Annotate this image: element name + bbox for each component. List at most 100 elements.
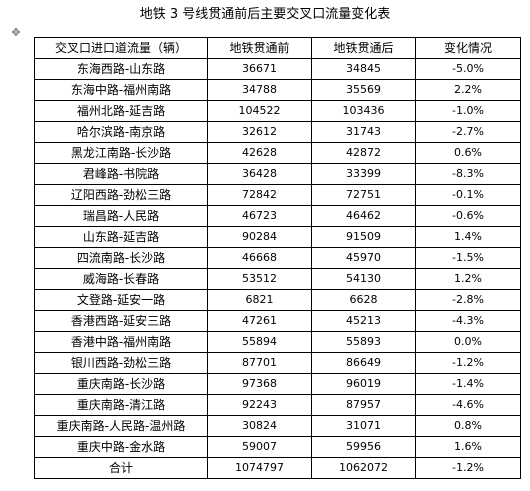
cell-before: 36428 bbox=[207, 163, 312, 185]
cell-after: 35569 bbox=[311, 79, 416, 101]
table-header-row: 交叉口进口道流量（辆） 地铁贯通前 地铁贯通后 变化情况 bbox=[34, 37, 521, 59]
table-row: 东海中路-福州南路 34788 35569 2.2% bbox=[34, 79, 521, 101]
cell-change: 0.8% bbox=[415, 415, 521, 437]
cell-after: 87957 bbox=[311, 394, 416, 416]
cell-intersection: 文登路-延安一路 bbox=[34, 289, 208, 311]
cell-before: 46723 bbox=[207, 205, 312, 227]
cell-before: 97368 bbox=[207, 373, 312, 395]
cell-change: -5.0% bbox=[415, 58, 521, 80]
table-row: 重庆南路-人民路-温州路 30824 31071 0.8% bbox=[34, 415, 521, 437]
cell-change: 0.6% bbox=[415, 142, 521, 164]
cell-change: -0.1% bbox=[415, 184, 521, 206]
table-row: 银川西路-劲松三路 87701 86649 -1.2% bbox=[34, 352, 521, 374]
header-after: 地铁贯通后 bbox=[311, 37, 416, 59]
traffic-flow-table: 交叉口进口道流量（辆） 地铁贯通前 地铁贯通后 变化情况 东海西路-山东路 366… bbox=[34, 37, 521, 479]
table-row: 威海路-长春路 53512 54130 1.2% bbox=[34, 268, 521, 290]
cell-before: 87701 bbox=[207, 352, 312, 374]
table-row: 哈尔滨路-南京路 32612 31743 -2.7% bbox=[34, 121, 521, 143]
cell-after: 54130 bbox=[311, 268, 416, 290]
cell-before: 42628 bbox=[207, 142, 312, 164]
table-total-row: 合计 1074797 1062072 -1.2% bbox=[34, 457, 521, 479]
cell-after: 42872 bbox=[311, 142, 416, 164]
table-row: 重庆中路-金水路 59007 59956 1.6% bbox=[34, 436, 521, 458]
cell-intersection: 君峰路-书院路 bbox=[34, 163, 208, 185]
cell-change: -4.6% bbox=[415, 394, 521, 416]
cell-before: 34788 bbox=[207, 79, 312, 101]
cell-change: -1.0% bbox=[415, 100, 521, 122]
cell-after: 34845 bbox=[311, 58, 416, 80]
cell-intersection: 重庆南路-长沙路 bbox=[34, 373, 208, 395]
cell-change: 1.2% bbox=[415, 268, 521, 290]
table-row: 山东路-延吉路 90284 91509 1.4% bbox=[34, 226, 521, 248]
cell-after: 59956 bbox=[311, 436, 416, 458]
cell-total-before: 1074797 bbox=[207, 457, 312, 479]
table-row: 瑞昌路-人民路 46723 46462 -0.6% bbox=[34, 205, 521, 227]
cell-before: 53512 bbox=[207, 268, 312, 290]
cell-before: 46668 bbox=[207, 247, 312, 269]
table-row: 重庆南路-长沙路 97368 96019 -1.4% bbox=[34, 373, 521, 395]
table-row: 香港西路-延安三路 47261 45213 -4.3% bbox=[34, 310, 521, 332]
cell-after: 46462 bbox=[311, 205, 416, 227]
cell-intersection: 瑞昌路-人民路 bbox=[34, 205, 208, 227]
cell-after: 86649 bbox=[311, 352, 416, 374]
cell-after: 31743 bbox=[311, 121, 416, 143]
table-row: 四流南路-长沙路 46668 45970 -1.5% bbox=[34, 247, 521, 269]
cell-before: 72842 bbox=[207, 184, 312, 206]
cell-before: 6821 bbox=[207, 289, 312, 311]
cell-intersection: 哈尔滨路-南京路 bbox=[34, 121, 208, 143]
cell-intersection: 黑龙江南路-长沙路 bbox=[34, 142, 208, 164]
table-row: 重庆南路-清江路 92243 87957 -4.6% bbox=[34, 394, 521, 416]
cell-intersection: 重庆南路-清江路 bbox=[34, 394, 208, 416]
cell-before: 104522 bbox=[207, 100, 312, 122]
table-row: 香港中路-福州南路 55894 55893 0.0% bbox=[34, 331, 521, 353]
cell-change: -8.3% bbox=[415, 163, 521, 185]
cell-change: -4.3% bbox=[415, 310, 521, 332]
cell-change: -1.4% bbox=[415, 373, 521, 395]
cell-intersection: 四流南路-长沙路 bbox=[34, 247, 208, 269]
cell-change: -2.8% bbox=[415, 289, 521, 311]
cell-after: 103436 bbox=[311, 100, 416, 122]
cell-change: -2.7% bbox=[415, 121, 521, 143]
cell-total-label: 合计 bbox=[34, 457, 208, 479]
header-change: 变化情况 bbox=[415, 37, 521, 59]
cell-total-after: 1062072 bbox=[311, 457, 416, 479]
cell-after: 55893 bbox=[311, 331, 416, 353]
cell-intersection: 威海路-长春路 bbox=[34, 268, 208, 290]
cell-change: -0.6% bbox=[415, 205, 521, 227]
cell-intersection: 香港中路-福州南路 bbox=[34, 331, 208, 353]
table-row: 东海西路-山东路 36671 34845 -5.0% bbox=[34, 58, 521, 80]
table-row: 君峰路-书院路 36428 33399 -8.3% bbox=[34, 163, 521, 185]
cell-change: 2.2% bbox=[415, 79, 521, 101]
cell-intersection: 重庆中路-金水路 bbox=[34, 436, 208, 458]
cell-intersection: 银川西路-劲松三路 bbox=[34, 352, 208, 374]
cell-before: 90284 bbox=[207, 226, 312, 248]
cell-before: 92243 bbox=[207, 394, 312, 416]
cell-change: 0.0% bbox=[415, 331, 521, 353]
cell-after: 33399 bbox=[311, 163, 416, 185]
table-row: 文登路-延安一路 6821 6628 -2.8% bbox=[34, 289, 521, 311]
cell-after: 45970 bbox=[311, 247, 416, 269]
table-row: 福州北路-延吉路 104522 103436 -1.0% bbox=[34, 100, 521, 122]
cell-before: 59007 bbox=[207, 436, 312, 458]
cell-before: 30824 bbox=[207, 415, 312, 437]
cell-intersection: 香港西路-延安三路 bbox=[34, 310, 208, 332]
cell-change: -1.5% bbox=[415, 247, 521, 269]
cell-after: 91509 bbox=[311, 226, 416, 248]
table-title: 地铁 3 号线贯通前后主要交叉口流量变化表 bbox=[139, 7, 391, 22]
cell-after: 6628 bbox=[311, 289, 416, 311]
header-before: 地铁贯通前 bbox=[207, 37, 312, 59]
cell-intersection: 重庆南路-人民路-温州路 bbox=[34, 415, 208, 437]
cell-intersection: 东海中路-福州南路 bbox=[34, 79, 208, 101]
move-handle-icon[interactable]: ✥ bbox=[11, 26, 21, 39]
cell-intersection: 东海西路-山东路 bbox=[34, 58, 208, 80]
cell-intersection: 辽阳西路-劲松三路 bbox=[34, 184, 208, 206]
cell-change: 1.4% bbox=[415, 226, 521, 248]
table-row: 辽阳西路-劲松三路 72842 72751 -0.1% bbox=[34, 184, 521, 206]
cell-after: 96019 bbox=[311, 373, 416, 395]
cell-intersection: 山东路-延吉路 bbox=[34, 226, 208, 248]
header-intersection: 交叉口进口道流量（辆） bbox=[34, 37, 208, 59]
cell-before: 32612 bbox=[207, 121, 312, 143]
cell-total-change: -1.2% bbox=[415, 457, 521, 479]
cell-change: -1.2% bbox=[415, 352, 521, 374]
cell-after: 45213 bbox=[311, 310, 416, 332]
